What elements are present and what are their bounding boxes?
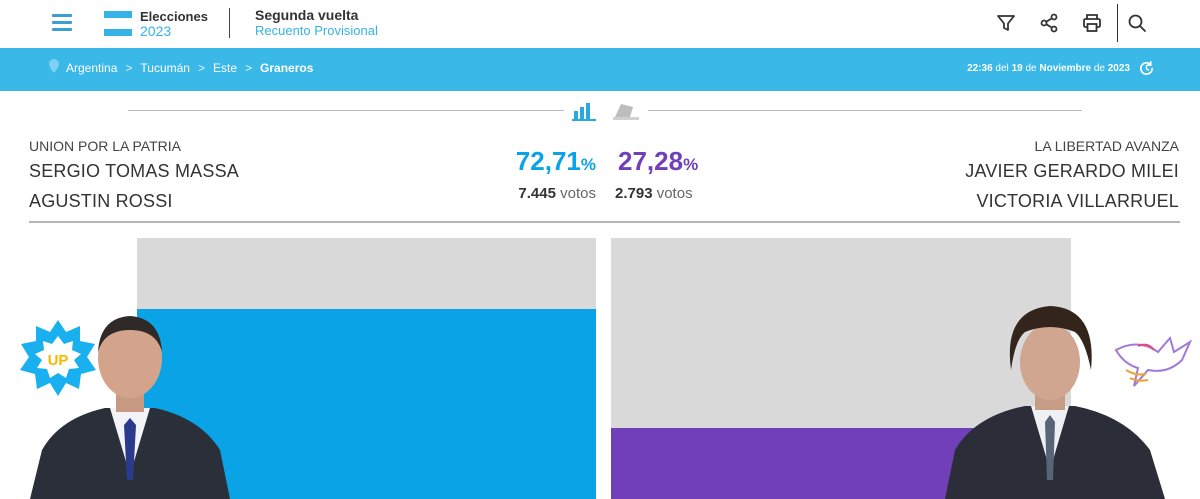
header-divider [229, 8, 230, 38]
right-running-mate-name: VICTORIA VILLARRUEL [976, 191, 1179, 211]
left-candidate-name: SERGIO TOMAS MASSA [29, 161, 239, 181]
breadcrumb-current: Graneros [260, 61, 314, 75]
left-percentage: 72,71% [515, 146, 596, 176]
search-icon[interactable] [1125, 11, 1149, 35]
share-icon[interactable] [1037, 11, 1061, 35]
breadcrumb-separator: > [197, 61, 205, 75]
up-party-badge-icon: UP [20, 320, 96, 396]
left-party-name: UNION POR LA PATRIA [29, 138, 181, 154]
round-subtitle: Recuento Provisional [255, 23, 378, 38]
bar-chart-view-icon[interactable] [572, 101, 596, 121]
map-view-icon[interactable] [613, 102, 639, 120]
refresh-icon[interactable] [1138, 60, 1155, 77]
breadcrumb: Argentina > Tucumán > Este > Graneros [66, 61, 313, 75]
view-divider-right [648, 110, 1082, 111]
breadcrumb-item-tucuman[interactable]: Tucumán [140, 61, 190, 75]
left-votes: 7.445 votos [518, 185, 596, 202]
view-divider-left [128, 110, 564, 111]
print-icon[interactable] [1080, 11, 1104, 35]
logo-title: Elecciones [140, 9, 208, 24]
right-candidate-photo [945, 306, 1165, 499]
menu-icon[interactable] [52, 14, 72, 32]
right-votes: 2.793 votos [615, 185, 693, 202]
location-pin-icon [49, 59, 59, 73]
right-percentage: 27,28% [618, 146, 699, 176]
right-candidate-name: JAVIER GERARDO MILEI [965, 161, 1179, 181]
filter-icon[interactable] [994, 11, 1018, 35]
top-header: Elecciones 2023 Segunda vuelta Recuento … [0, 0, 1200, 48]
up-badge-text: UP [48, 352, 69, 369]
breadcrumb-separator: > [245, 61, 253, 75]
breadcrumb-item-este[interactable]: Este [212, 61, 237, 75]
breadcrumb-bar: Argentina > Tucumán > Este > Graneros 22:36 de… [0, 48, 1200, 91]
flag-logo-icon [104, 11, 132, 37]
logo-year: 2023 [140, 23, 172, 39]
lla-party-lion-icon [1114, 335, 1193, 387]
section-divider [29, 221, 1180, 223]
breadcrumb-separator: > [125, 61, 133, 75]
left-candidate-photo [30, 316, 230, 499]
breadcrumb-item-argentina[interactable]: Argentina [66, 61, 118, 75]
round-title: Segunda vuelta [255, 7, 359, 23]
left-running-mate-name: AGUSTIN ROSSI [29, 191, 173, 211]
update-timestamp: 22:36 del 19 de Noviembre de 2023 [967, 63, 1130, 74]
right-party-name: LA LIBERTAD AVANZA [1034, 138, 1179, 154]
header-tools-divider [1117, 4, 1118, 42]
